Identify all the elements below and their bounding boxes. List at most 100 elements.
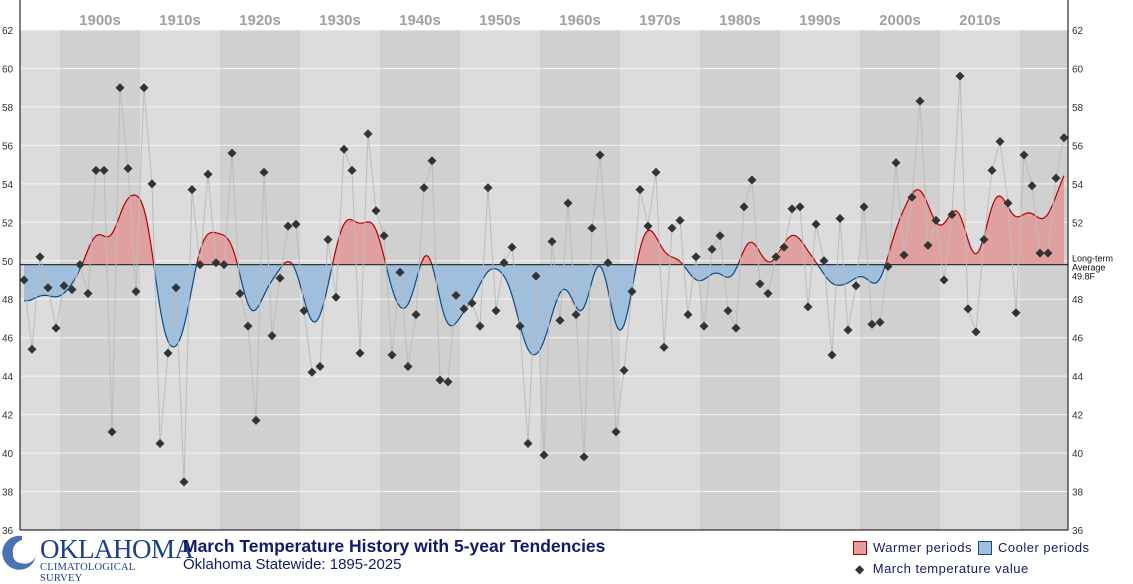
data-point [891,158,901,168]
ocs-logo: OKLAHOMA CLIMATOLOGICAL SURVEY [2,532,194,584]
data-point [683,310,693,320]
data-point [1011,308,1021,318]
logo-subtext: CLIMATOLOGICAL SURVEY [40,562,135,584]
data-point [331,292,341,302]
decade-label: 1910s [159,12,201,29]
decade-label: 1930s [319,12,361,29]
data-point [307,367,317,377]
y-tick-label-left: 44 [2,372,14,383]
data-point [883,262,893,272]
data-point [819,256,829,266]
data-point [155,438,165,448]
data-point [427,156,437,166]
y-tick-label-right: 52 [1072,218,1084,229]
data-point [1051,173,1061,183]
cooler-swatch [978,540,992,555]
y-tick-label-left: 38 [2,488,14,499]
decade-label: 2000s [879,12,921,29]
data-point [843,325,853,335]
data-point [1035,248,1045,258]
average-label: Average [1072,263,1105,273]
data-point [267,331,277,341]
data-point [435,375,445,385]
data-point [227,148,237,158]
data-point [211,258,221,268]
data-point [803,302,813,312]
data-point [731,323,741,333]
y-tick-label-left: 42 [2,411,14,422]
data-point [827,350,837,360]
data-point [171,283,181,293]
decade-label: 1950s [479,12,521,29]
data-point [83,288,93,298]
y-tick-label-right: 36 [1072,526,1084,537]
data-point [195,260,205,270]
logo-swirl-icon [2,535,37,570]
data-point [611,427,621,437]
decade-label: 1900s [79,12,121,29]
data-point [339,144,349,154]
average-label: 49.8F [1072,272,1096,282]
data-point [387,350,397,360]
y-tick-label-right: 56 [1072,141,1084,152]
data-point [899,250,909,260]
data-point [971,327,981,337]
data-point [619,365,629,375]
data-point [555,315,565,325]
average-label: Long-term [1072,254,1113,264]
data-point [99,165,109,175]
data-point [27,344,37,354]
y-tick-label-right: 42 [1072,411,1084,422]
data-point [987,165,997,175]
chart-title: March Temperature History with 5-year Te… [183,536,606,556]
data-point [43,283,53,293]
data-point [419,183,429,193]
y-tick-label-left: 62 [2,26,14,37]
data-point [451,290,461,300]
y-tick-label-right: 38 [1072,488,1084,499]
data-point [251,415,261,425]
data-point [91,165,101,175]
data-point [587,223,597,233]
legend-cooler-label: Cooler periods [998,540,1090,555]
data-point [51,323,61,333]
data-point [395,267,405,277]
y-tick-label-left: 52 [2,218,14,229]
warmer-area [24,175,1064,265]
data-point [635,185,645,195]
data-point [651,167,661,177]
data-point [1059,133,1069,143]
legend-warmer-label: Warmer periods [873,540,972,555]
data-point [875,317,885,327]
data-point [923,240,933,250]
data-point [139,83,149,93]
y-tick-label-left: 54 [2,180,14,191]
y-tick-label-right: 54 [1072,180,1084,191]
data-point [347,165,357,175]
decade-label: 1960s [559,12,601,29]
data-point [259,167,269,177]
decade-band [700,30,780,530]
data-point [323,235,333,245]
data-point [595,150,605,160]
data-point [779,242,789,252]
data-point [515,321,525,331]
data-point [939,275,949,285]
y-tick-label-right: 48 [1072,295,1084,306]
data-point [915,96,925,106]
warmer-line [81,175,1065,265]
data-point [123,163,133,173]
data-point [315,362,325,372]
data-point [851,281,861,291]
data-point [179,477,189,487]
data-point [203,169,213,179]
data-point [147,179,157,189]
data-point [947,210,957,220]
data-point [771,252,781,262]
data-point [291,219,301,229]
y-tick-label-left: 46 [2,334,14,345]
data-point [1003,198,1013,208]
data-point [739,202,749,212]
data-point [675,215,685,225]
